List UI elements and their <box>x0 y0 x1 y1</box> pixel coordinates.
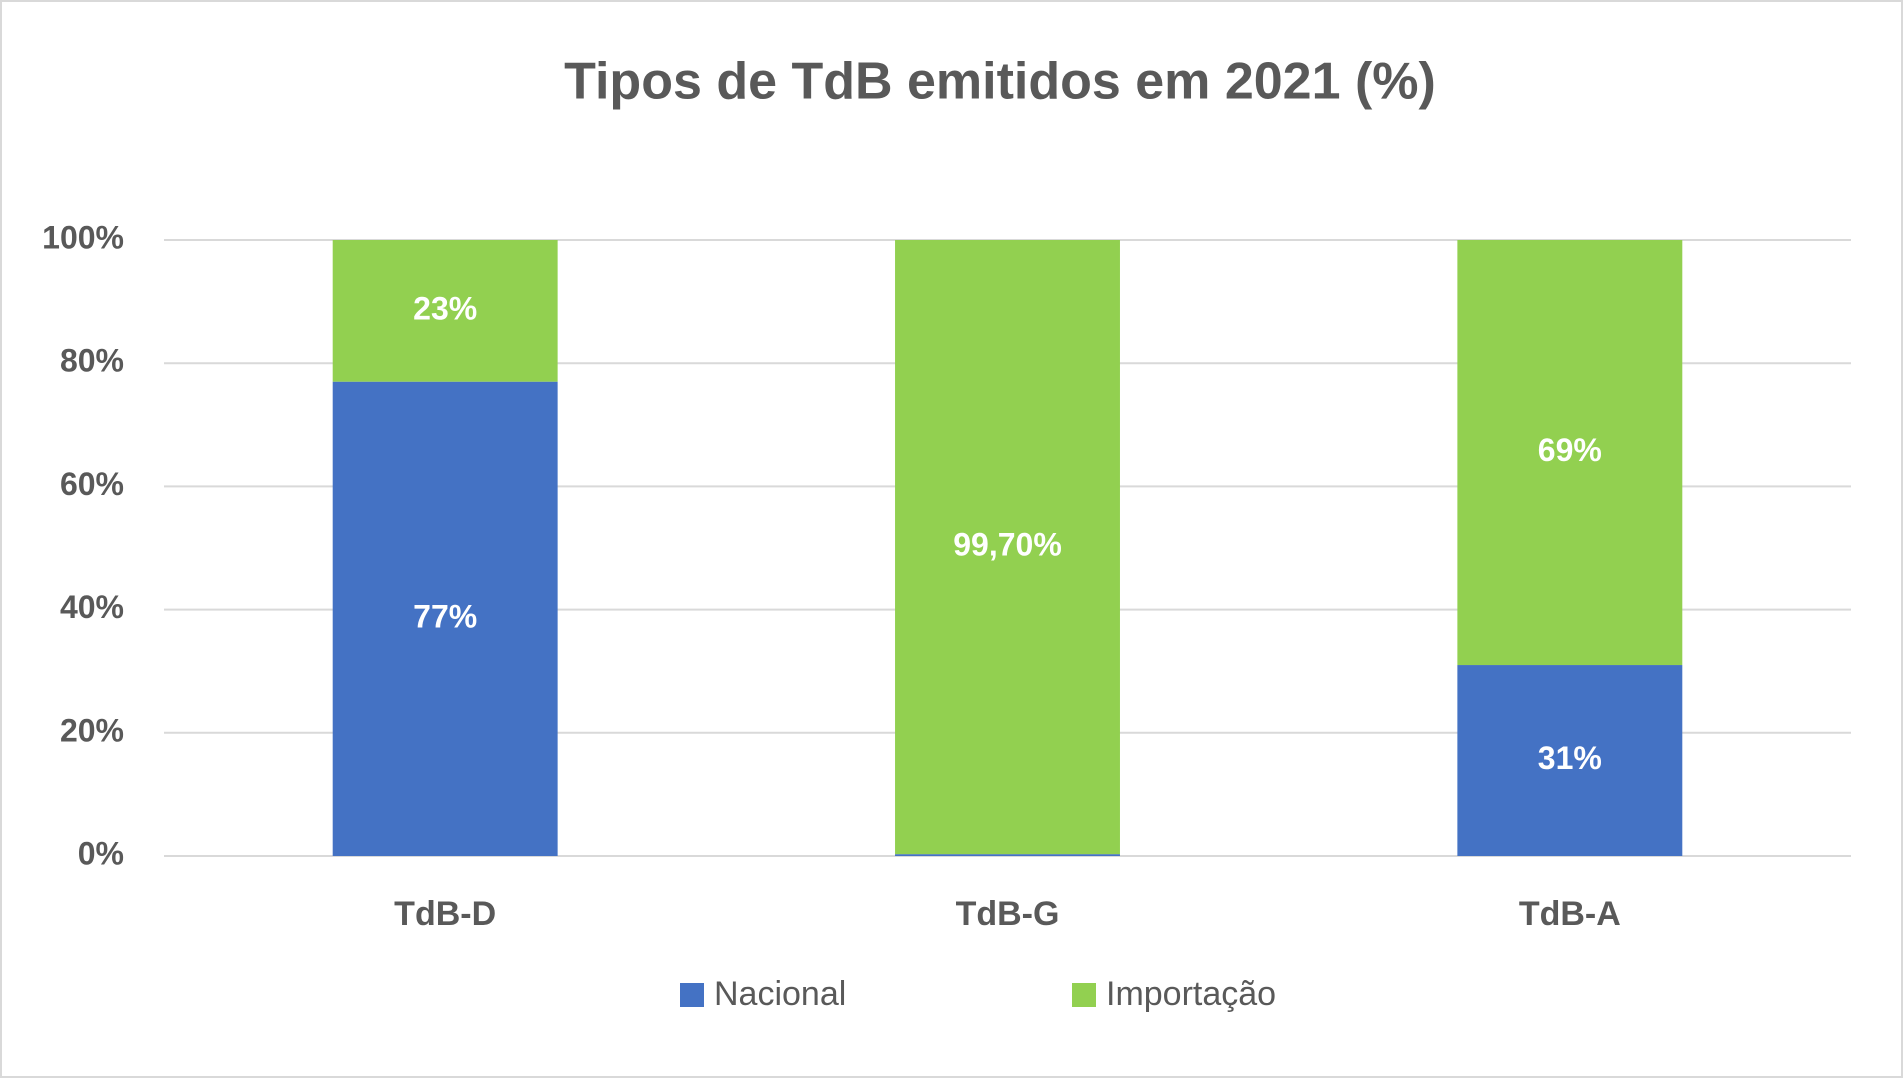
bar-segment <box>1457 240 1683 666</box>
legend-label: Importação <box>1106 975 1276 1013</box>
x-tick-label: TdB-A <box>1519 895 1621 933</box>
bar-segment <box>332 240 558 382</box>
bar-segment <box>332 381 558 856</box>
legend-swatch <box>1072 983 1096 1007</box>
data-label: 99,70% <box>953 527 1062 563</box>
y-tick-label: 100% <box>42 219 124 255</box>
bar-segment <box>895 854 1120 856</box>
data-label: 77% <box>413 598 477 634</box>
y-tick-label: 80% <box>60 343 124 379</box>
data-label: 69% <box>1538 432 1602 468</box>
x-tick-label: TdB-G <box>956 895 1060 933</box>
y-tick-label: 60% <box>60 466 124 502</box>
x-tick-label: TdB-D <box>394 895 496 933</box>
y-tick-label: 20% <box>60 712 124 748</box>
bar-segment <box>1457 665 1683 856</box>
legend-swatch <box>680 983 704 1007</box>
data-label: 31% <box>1538 740 1602 776</box>
data-label: 23% <box>413 290 477 326</box>
y-tick-label: 40% <box>60 589 124 625</box>
legend-label: Nacional <box>714 975 846 1013</box>
y-tick-label: 0% <box>78 835 124 871</box>
chart-title: Tipos de TdB emitidos em 2021 (%) <box>564 53 1436 111</box>
bar-segment <box>895 240 1120 855</box>
